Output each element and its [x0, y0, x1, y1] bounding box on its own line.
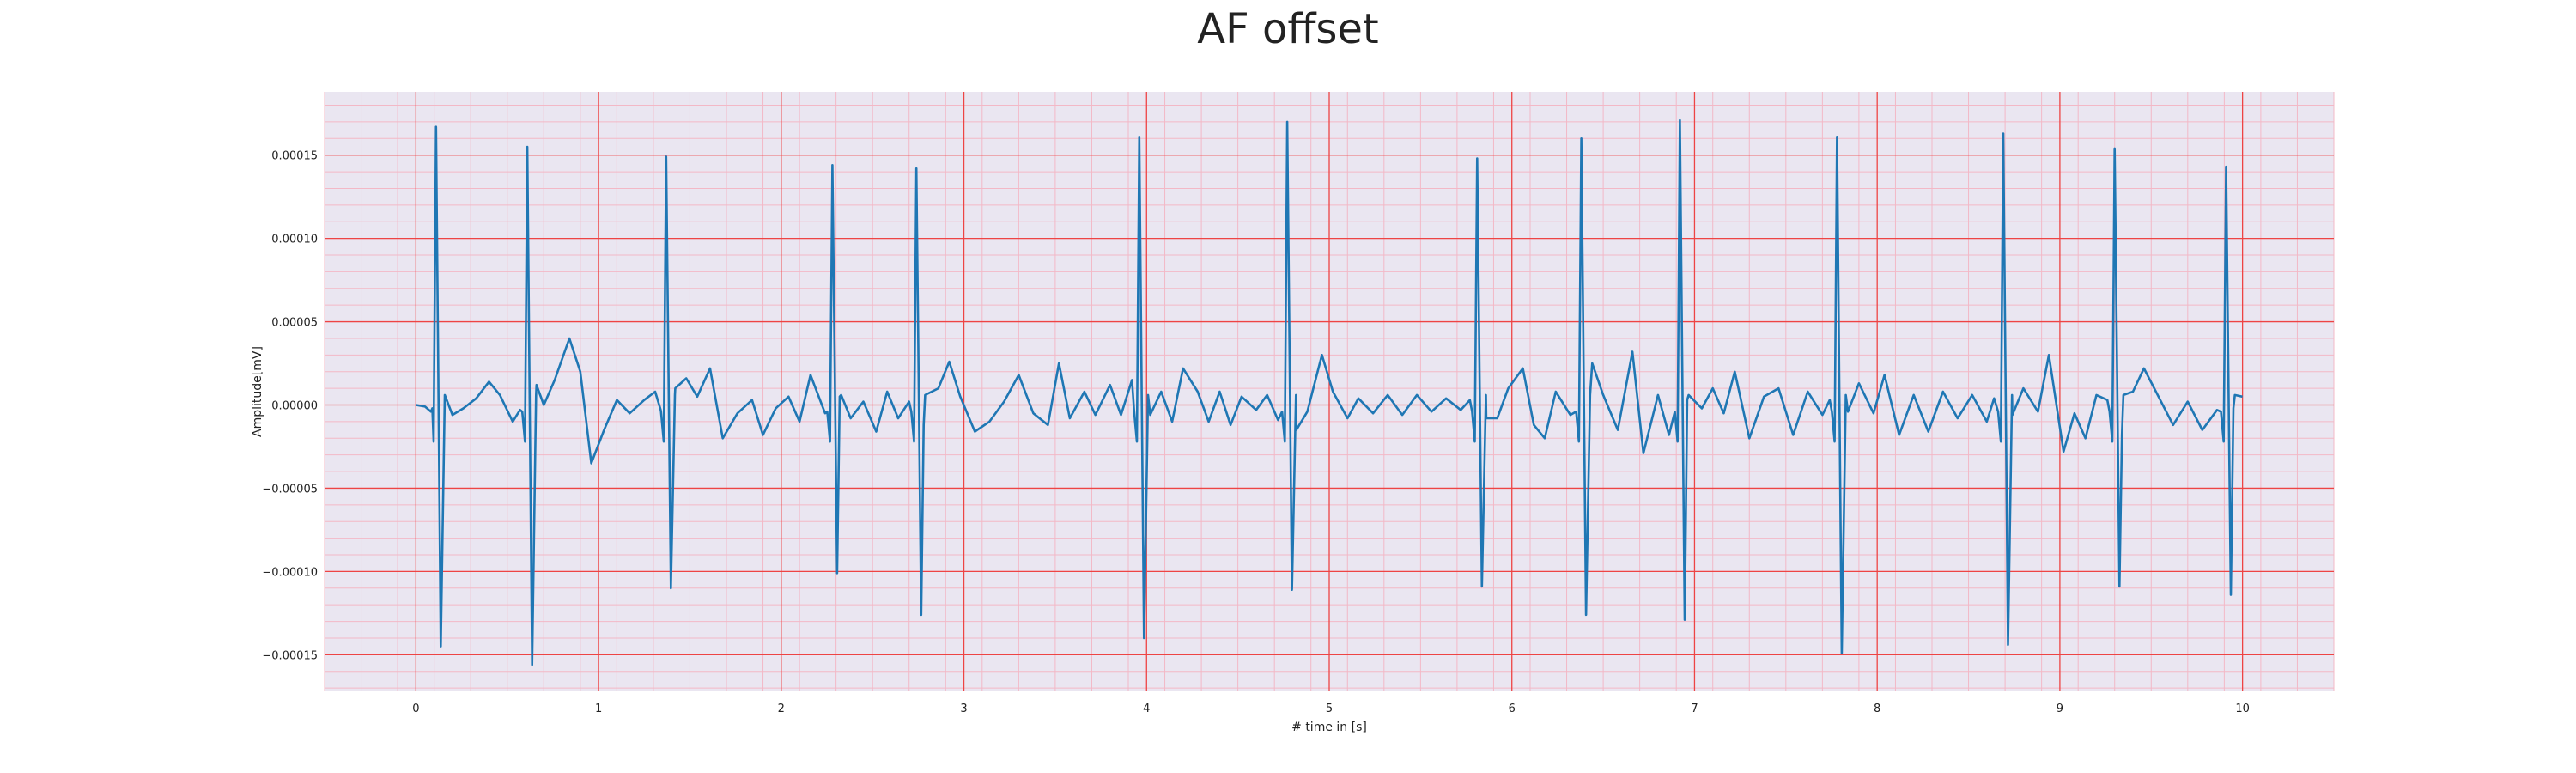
y-tick-label: −0.00005: [262, 483, 318, 496]
x-tick-label: 10: [2235, 703, 2250, 715]
y-tick-labels: −0.00015 −0.00010 −0.00005 0.00000 0.00005 0.…: [262, 150, 318, 663]
y-tick-label: −0.00015: [262, 649, 318, 662]
y-tick-label: −0.00010: [262, 566, 318, 579]
x-tick-label: 1: [595, 703, 602, 715]
x-tick-label: 6: [1509, 703, 1516, 715]
x-tick-label: 8: [1874, 703, 1880, 715]
y-tick-label: 0.00005: [271, 317, 318, 330]
y-tick-label: 0.00010: [271, 234, 318, 247]
series-line: [416, 119, 2243, 666]
chart-title: AF offset: [1197, 5, 1379, 53]
x-tick-label: 5: [1326, 703, 1333, 715]
x-axis-label: # time in [s]: [1291, 721, 1367, 734]
y-tick-label: 0.00000: [271, 400, 318, 413]
x-tick-label: 3: [960, 703, 967, 715]
x-tick-label: 7: [1691, 703, 1698, 715]
y-tick-label: 0.00015: [271, 150, 318, 163]
x-tick-label: 2: [778, 703, 785, 715]
x-tick-labels: 0 1 2 3 4 5 6 7 8 9 10: [412, 703, 2250, 715]
x-tick-label: 4: [1143, 703, 1150, 715]
y-axis-label: Amplitude[mV]: [251, 346, 264, 437]
x-tick-label: 9: [2057, 703, 2063, 715]
x-tick-label: 0: [412, 703, 419, 715]
